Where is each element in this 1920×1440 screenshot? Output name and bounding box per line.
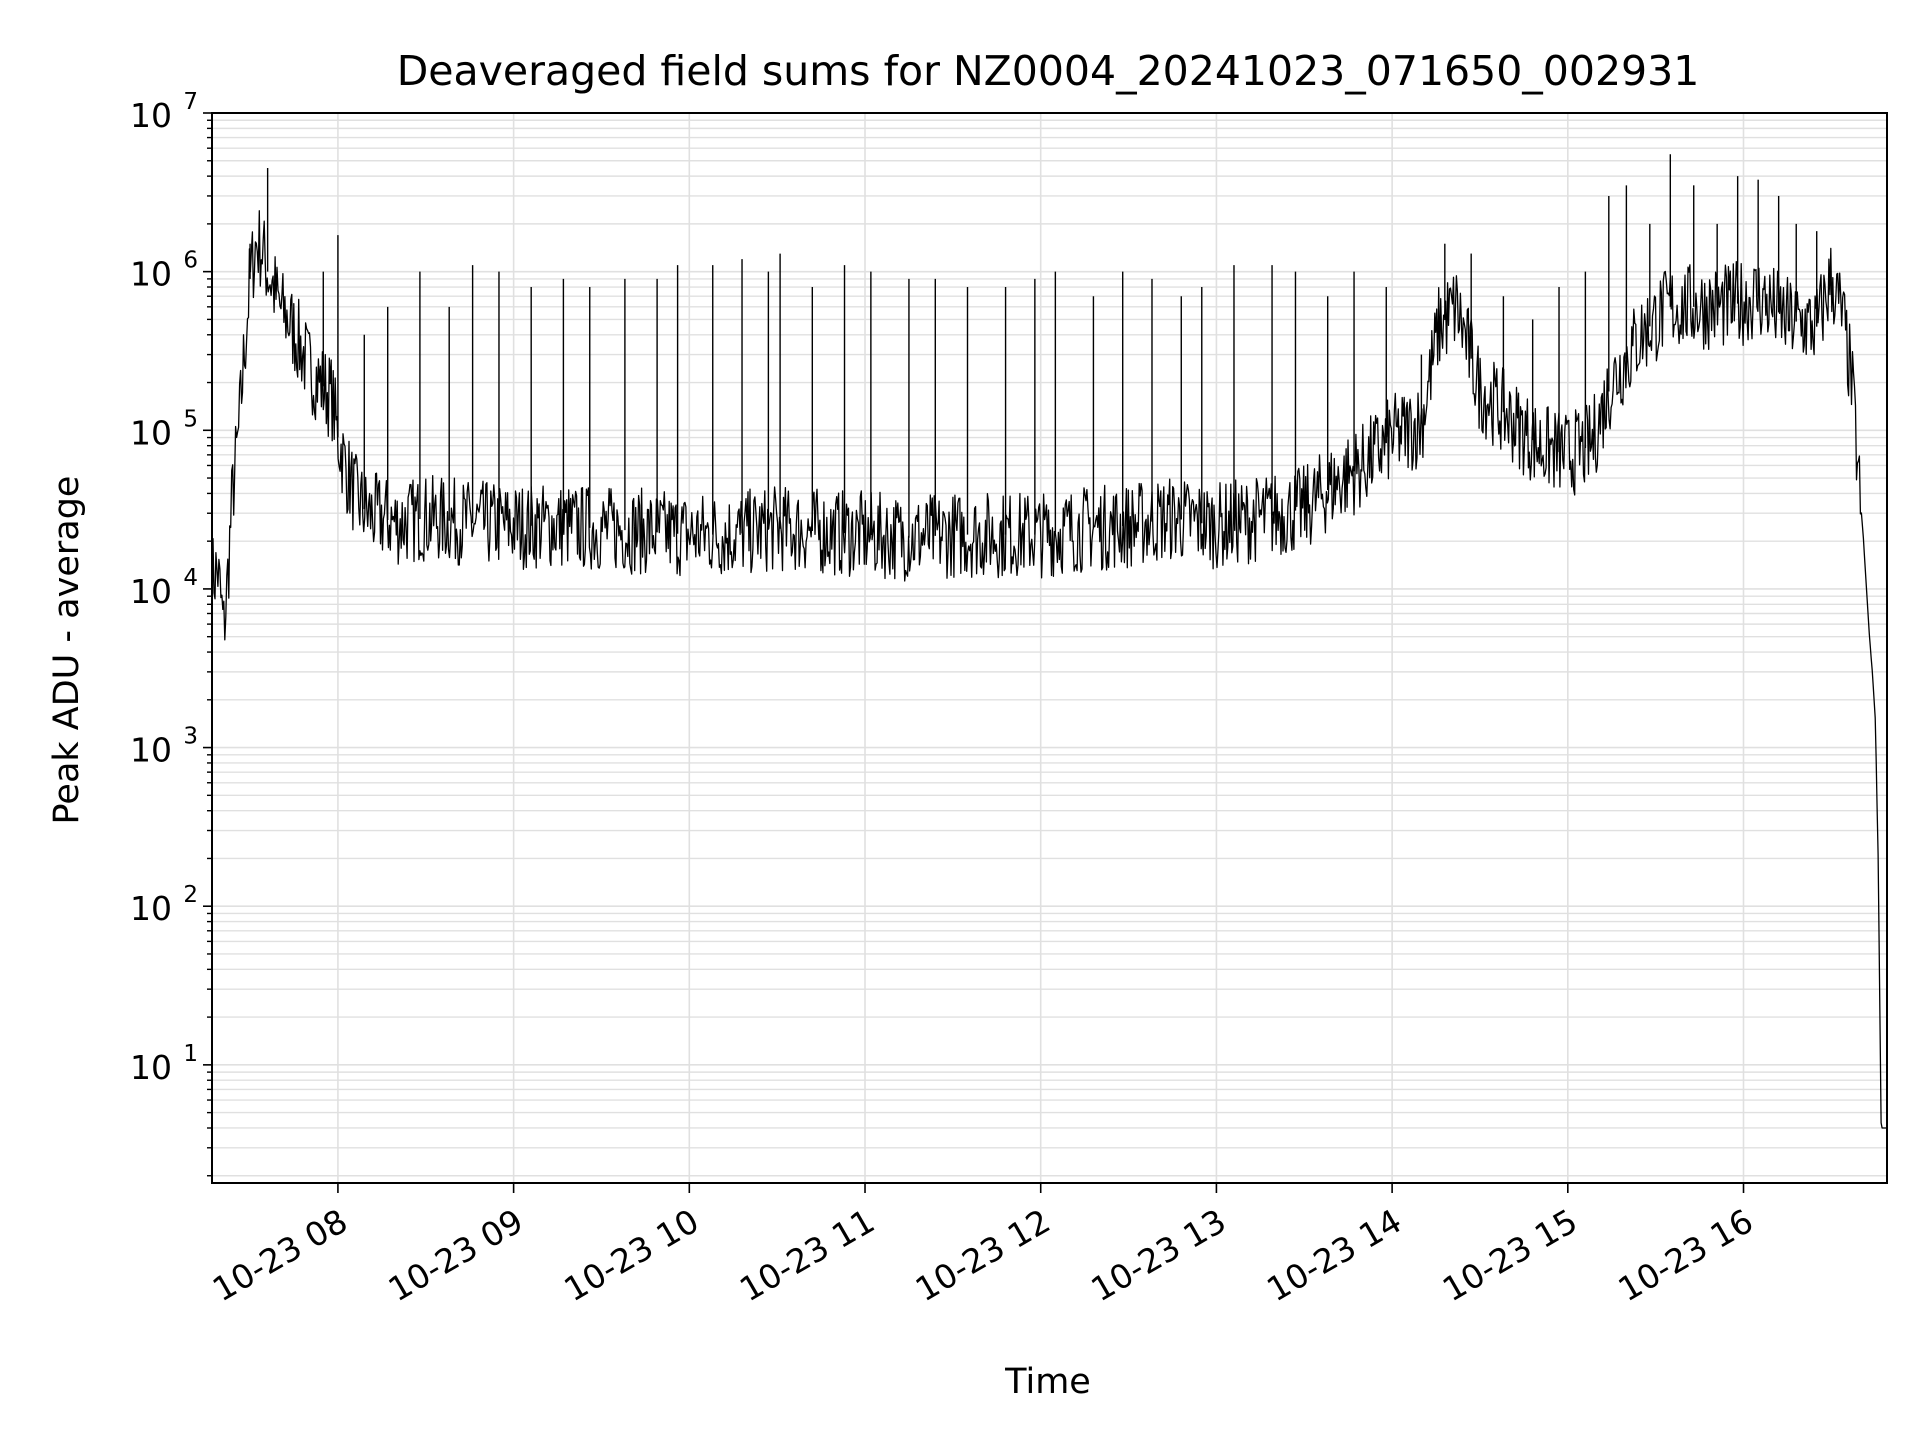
y-tick-exponent: 5: [183, 406, 198, 432]
axes-frame: [211, 112, 1888, 1184]
y-tick-label: 10: [130, 96, 172, 135]
x-axis-label: Time: [1004, 1362, 1091, 1402]
y-tick-exponent: 3: [183, 724, 198, 750]
y-axis: 10 1 10 2 10 3 10 4 10 5 10 6 10 7: [130, 89, 212, 1177]
y-tick-exponent: 1: [183, 1041, 198, 1067]
grid: [212, 112, 1887, 1183]
y-tick-label: 10: [130, 731, 172, 770]
y-tick-exponent: 2: [183, 882, 198, 908]
series-area: [211, 154, 1887, 1129]
chart-title: Deaveraged field sums for NZ0004_2024102…: [397, 47, 1700, 95]
y-tick-label: 10: [130, 889, 172, 928]
y-axis-label: Peak ADU - average: [47, 476, 87, 825]
series-line: [211, 210, 1887, 1129]
y-tick-exponent: 7: [183, 89, 198, 115]
y-tick-label: 10: [130, 413, 172, 452]
y-tick-exponent: 4: [183, 565, 198, 591]
y-tick-label: 10: [130, 1048, 172, 1087]
plot-frame: [211, 112, 1888, 1184]
y-tick-label: 10: [130, 572, 172, 611]
y-tick-exponent: 6: [183, 248, 198, 274]
y-tick-label: 10: [130, 255, 172, 294]
